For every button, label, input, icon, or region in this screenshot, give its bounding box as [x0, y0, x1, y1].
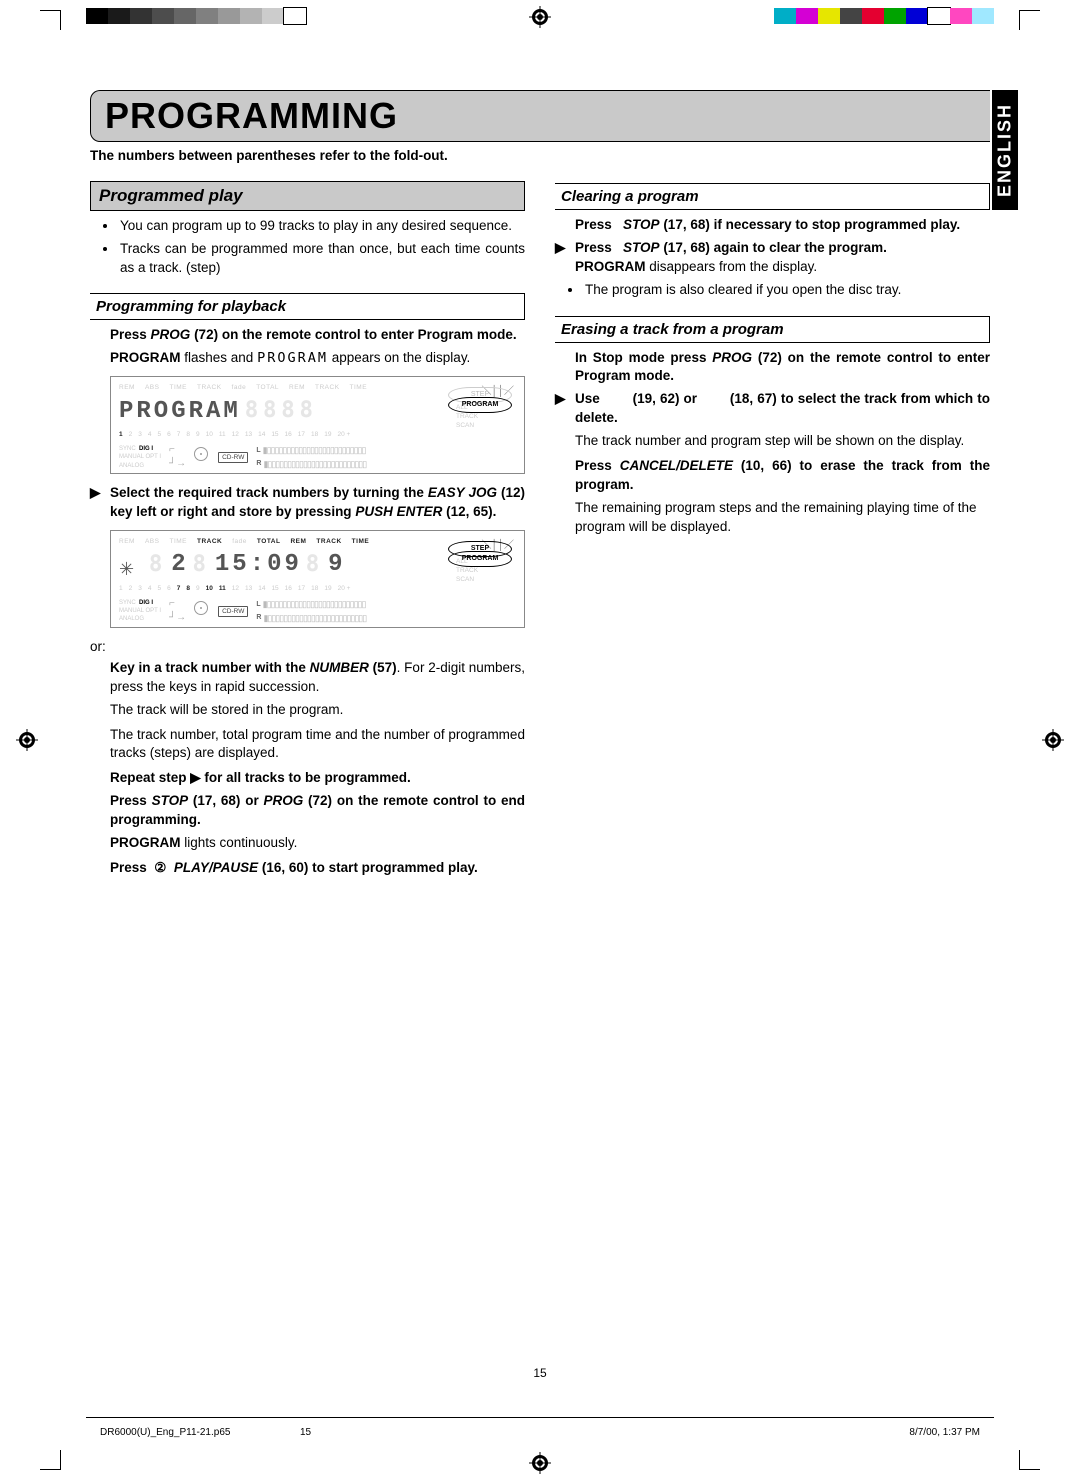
- instruction-step: Press PROG (72) on the remote control to…: [90, 326, 525, 345]
- list-item: You can program up to 99 tracks to play …: [118, 217, 525, 236]
- section-programmed-play: Programmed play: [90, 181, 525, 211]
- crop-mark: [1020, 10, 1040, 11]
- step-note: The track number, total program time and…: [110, 726, 525, 764]
- lcd-step: 9: [328, 548, 345, 582]
- crop-mark: [1020, 1469, 1040, 1470]
- intro-bullets: You can program up to 99 tracks to play …: [118, 217, 525, 278]
- instruction-step: Press ② PLAY/PAUSE (16, 60) to start pro…: [90, 859, 525, 878]
- page-subtitle: The numbers between parentheses refer to…: [90, 148, 990, 163]
- snowflake-icon: ✳: [119, 557, 134, 582]
- step-note: The track number and program step will b…: [575, 432, 990, 451]
- lcd-display-track: REMABSTIMETRACKfadeTOTALREMTRACKTIME ✳ 8…: [110, 530, 525, 628]
- lcd-track-numbers: 1234567891011121314151617181920 +: [119, 584, 516, 593]
- page-content: PROGRAMMING The numbers between parenthe…: [90, 90, 990, 1390]
- disc-icon: [194, 601, 208, 615]
- crop-mark: [60, 1450, 61, 1470]
- list-item: The program is also cleared if you open …: [583, 281, 990, 300]
- instruction-step: ▶ Press STOP (17, 68) again to clear the…: [555, 239, 990, 277]
- lcd-main-text: PROGRAM: [119, 395, 241, 429]
- instruction-step: Press CANCEL/DELETE (10, 66) to erase th…: [555, 457, 990, 495]
- lcd-display-program: REMABSTIMETRACKfadeTOTALREMTRACKTIME PRO…: [110, 376, 525, 474]
- crop-mark: [40, 10, 60, 11]
- step-note: PROGRAM lights continuously.: [110, 834, 525, 853]
- registration-mark: [16, 729, 38, 751]
- registration-mark: [529, 1452, 551, 1474]
- subsection-erasing-a-track: Erasing a track from a program: [555, 316, 990, 343]
- language-tab: ENGLISH: [992, 90, 1018, 210]
- lcd-track-num: 2: [171, 548, 188, 582]
- instruction-step: ▶ Select the required track numbers by t…: [90, 484, 525, 522]
- step-note: PROGRAM flashes and PROGRAM appears on t…: [110, 349, 525, 368]
- left-column: Programmed play You can program up to 99…: [90, 173, 525, 882]
- footer-page: 15: [300, 1427, 311, 1438]
- right-column: Clearing a program Press STOP (17, 68) i…: [555, 173, 990, 882]
- step-note: The track will be stored in the program.: [110, 701, 525, 720]
- cdrw-badge: CD-RW: [218, 606, 248, 617]
- footer-filename: DR6000(U)_Eng_P11-21.p65: [100, 1427, 230, 1438]
- color-bar: [774, 8, 994, 24]
- disc-icon: [194, 447, 208, 461]
- cdrw-badge: CD-RW: [218, 452, 248, 463]
- crop-mark: [1019, 10, 1020, 30]
- instruction-step: In Stop mode press PROG (72) on the remo…: [555, 349, 990, 387]
- instruction-step: ▶ Use (19, 62) or (18, 67) to select the…: [555, 390, 990, 428]
- subsection-clearing-a-program: Clearing a program: [555, 183, 990, 210]
- crop-mark: [1019, 1450, 1020, 1470]
- footer-datetime: 8/7/00, 1:37 PM: [909, 1427, 980, 1438]
- page-title: PROGRAMMING: [105, 95, 990, 137]
- title-banner: PROGRAMMING: [90, 90, 990, 142]
- lcd-track-numbers: 1234567891011121314151617181920 +: [119, 430, 516, 439]
- grayscale-bar: [86, 8, 306, 24]
- page-number: 15: [533, 1366, 546, 1380]
- list-item: Tracks can be programmed more than once,…: [118, 240, 525, 278]
- registration-mark: [1042, 729, 1064, 751]
- instruction-step: Key in a track number with the NUMBER (5…: [90, 659, 525, 697]
- instruction-step: Press STOP (17, 68) if necessary to stop…: [555, 216, 990, 235]
- footer-rule: [86, 1417, 994, 1418]
- step-note: The remaining program steps and the rema…: [575, 499, 990, 537]
- lcd-time: 15:09: [215, 548, 302, 582]
- crop-mark: [60, 10, 61, 30]
- or-label: or:: [90, 638, 525, 657]
- instruction-step: Press STOP (17, 68) or PROG (72) on the …: [90, 792, 525, 830]
- registration-mark: [529, 6, 551, 28]
- crop-mark: [40, 1469, 60, 1470]
- instruction-step: Repeat step ▶ for all tracks to be progr…: [90, 769, 525, 788]
- subsection-programming-for-playback: Programming for playback: [90, 293, 525, 320]
